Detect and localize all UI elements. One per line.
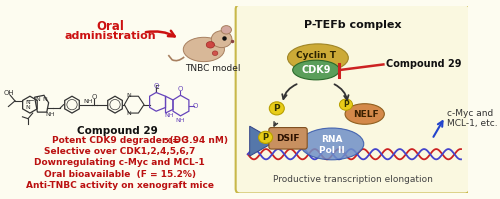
Ellipse shape [288,44,348,72]
Ellipse shape [300,128,364,160]
Text: N: N [35,97,40,101]
Text: NELF: NELF [353,110,378,119]
Ellipse shape [258,131,272,143]
Polygon shape [250,126,276,156]
Text: O: O [178,86,183,92]
Ellipse shape [221,26,232,34]
Text: c-Myc and
MCL-1, etc.: c-Myc and MCL-1, etc. [447,109,498,128]
Ellipse shape [345,104,385,124]
Text: P: P [262,133,268,142]
FancyBboxPatch shape [236,5,470,193]
Text: Productive transcription elongation: Productive transcription elongation [272,175,432,184]
Ellipse shape [206,42,214,48]
Text: RNA
Pol II: RNA Pol II [319,135,345,155]
Text: NH: NH [83,99,92,104]
Text: P: P [343,100,349,109]
Text: Compound 29: Compound 29 [386,60,462,69]
Text: NH: NH [164,113,174,118]
Text: NH: NH [46,112,55,117]
Text: Oral bioavailable  (F = 15.2%): Oral bioavailable (F = 15.2%) [44,170,196,179]
Ellipse shape [270,102,284,115]
Text: N: N [42,98,48,102]
Text: Compound 29: Compound 29 [76,126,158,136]
Ellipse shape [212,51,218,56]
Text: O: O [92,94,97,100]
Text: TNBC model: TNBC model [186,64,241,73]
Text: CDK9: CDK9 [302,65,331,75]
Text: administration: administration [64,31,156,41]
Text: P: P [274,104,280,113]
Text: NH: NH [176,118,185,123]
Ellipse shape [212,31,232,48]
Text: N: N [126,93,132,98]
Ellipse shape [340,99,352,110]
Ellipse shape [184,37,224,62]
Text: Cyclin T: Cyclin T [296,51,336,60]
Text: N: N [126,111,132,116]
Text: DSIF: DSIF [276,134,300,143]
Text: 50: 50 [164,138,173,144]
Text: Potent CDK9 degrader (DC: Potent CDK9 degrader (DC [52,136,188,144]
Text: OH: OH [4,90,14,97]
Text: Selective over CDK1,2,4,5,6,7: Selective over CDK1,2,4,5,6,7 [44,147,196,156]
Ellipse shape [292,60,340,80]
Text: Anti-TNBC activity on xenograft mice: Anti-TNBC activity on xenograft mice [26,181,214,190]
Text: = 3.94 nM): = 3.94 nM) [170,136,228,144]
Text: N: N [26,105,30,110]
FancyBboxPatch shape [269,128,307,149]
Text: O: O [193,102,198,109]
Text: P-TEFb complex: P-TEFb complex [304,20,402,29]
Text: O: O [154,83,159,89]
Text: Oral: Oral [96,20,124,33]
Text: F: F [154,85,158,94]
Text: Downregulating c-Myc and MCL-1: Downregulating c-Myc and MCL-1 [34,158,205,167]
Text: N: N [26,100,30,105]
